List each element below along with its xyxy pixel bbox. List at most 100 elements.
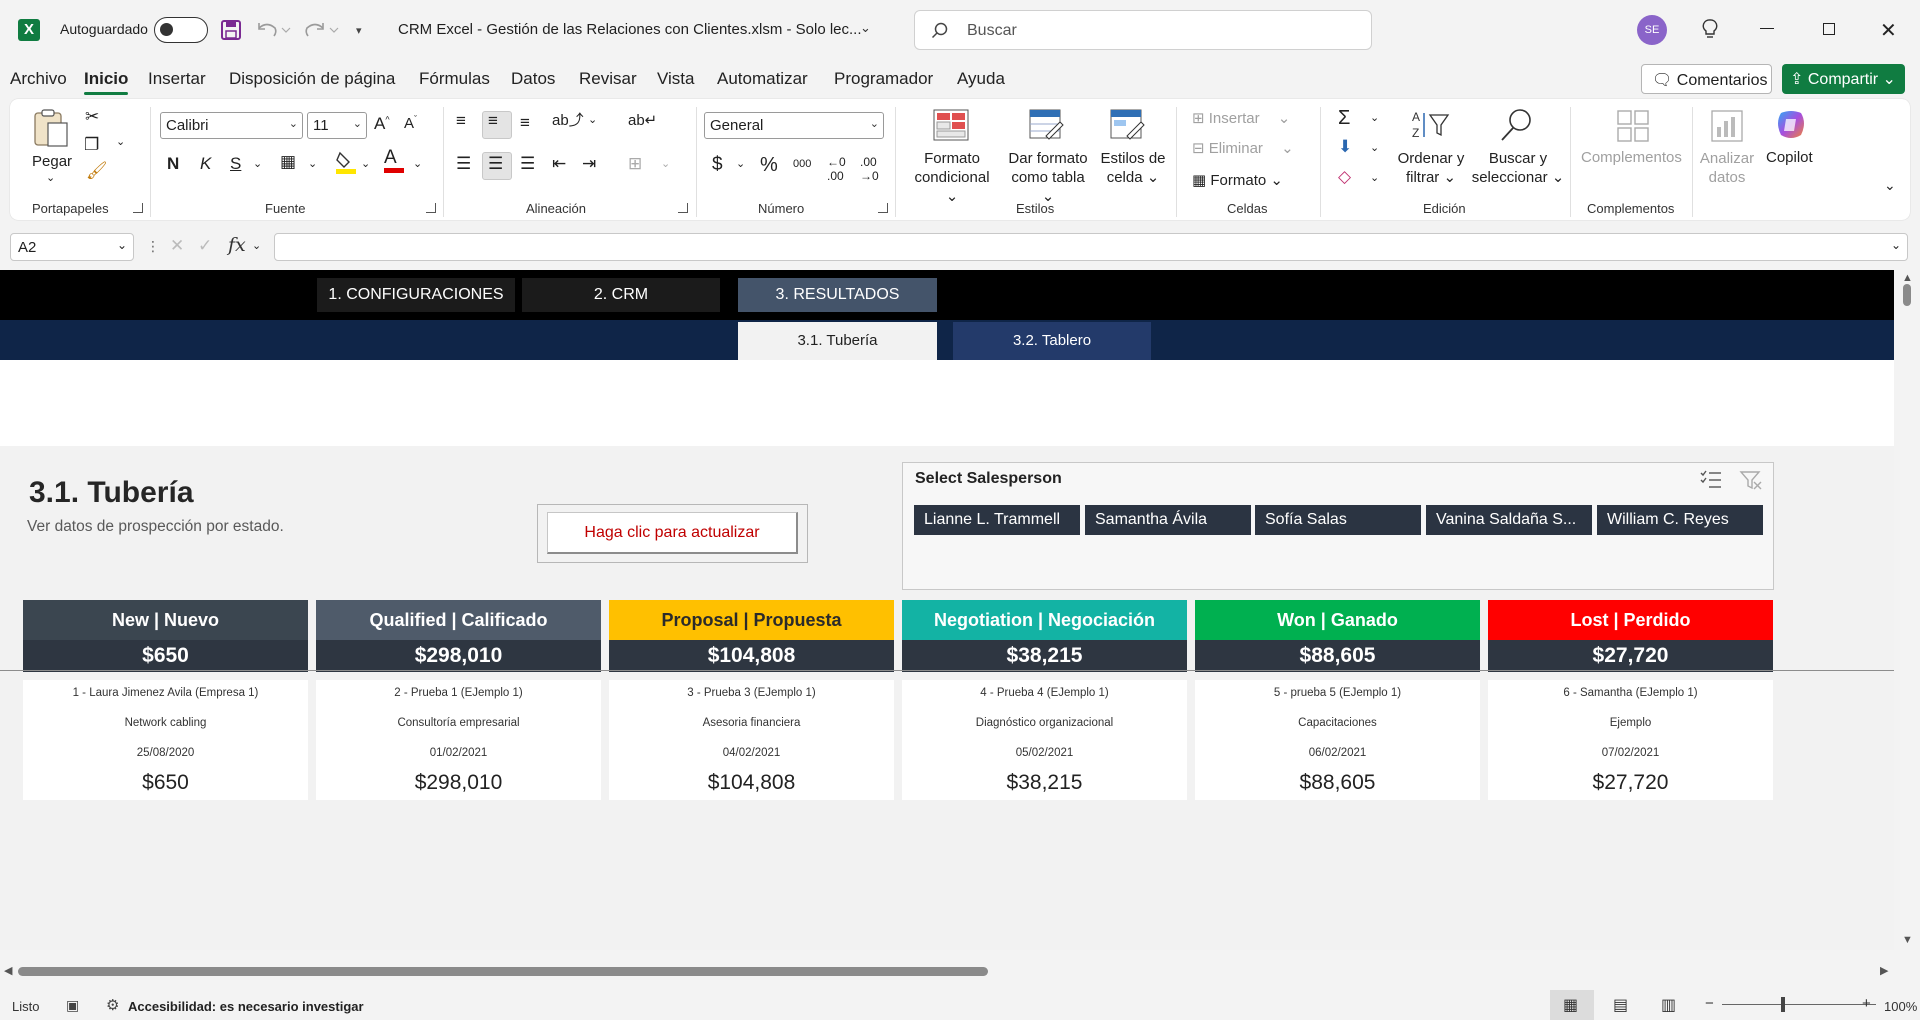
conditional-format-button[interactable]: Formato condicional ⌄ [914,150,990,205]
nav-tab-configuraciones[interactable]: 1. CONFIGURACIONES [317,278,515,312]
lightbulb-icon[interactable] [1700,18,1720,40]
scroll-left-icon[interactable]: ◀ [4,965,13,977]
find-select-icon[interactable] [1498,107,1536,143]
minimize-icon[interactable] [1760,28,1774,29]
nav-tab-crm[interactable]: 2. CRM [522,278,720,312]
chevron-down-icon[interactable]: ⌄ [46,172,56,184]
tab-archivo[interactable]: Archivo [10,69,67,88]
macro-record-icon[interactable]: ▣ [66,997,80,1013]
thousands-icon[interactable]: 000 [793,158,812,170]
slicer-item[interactable]: William C. Reyes [1597,505,1763,535]
currency-icon[interactable]: $ [712,154,723,175]
autosum-icon[interactable]: Σ [1338,107,1351,129]
accessibility-status[interactable]: Accesibilidad: es necesario investigar [128,999,364,1014]
confirm-entry-icon[interactable]: ✓ [198,236,213,255]
redo-icon[interactable] [303,19,339,41]
analyze-data-button[interactable]: Analizar datos [1698,149,1756,187]
horizontal-scrollbar[interactable]: ◀ ▶ [0,960,1894,982]
merge-center-icon[interactable]: ⊞ [628,154,643,173]
tab-insertar[interactable]: Insertar [148,69,206,88]
tab-vista[interactable]: Vista [657,69,695,88]
underline-button[interactable]: S [230,154,242,173]
align-center-icon[interactable]: ☰ [488,154,504,173]
insert-function-button[interactable]: fx [228,234,246,256]
bold-button[interactable]: N [167,154,180,173]
avatar[interactable]: SE [1637,15,1667,45]
formula-bar-grip-icon[interactable]: ⋮ [146,238,160,254]
undo-icon[interactable] [255,19,291,41]
decrease-decimal-icon[interactable]: .00 →0 [860,155,879,183]
format-cells-button[interactable]: ▦ Formato ⌄ [1192,172,1283,189]
font-launcher-icon[interactable] [426,203,436,213]
chevron-down-icon[interactable]: ⌄ [1370,172,1380,184]
clear-icon[interactable]: ◇ [1338,167,1352,186]
close-icon[interactable]: ✕ [1880,20,1897,42]
paste-label[interactable]: Pegar [32,153,73,170]
tab-revisar[interactable]: Revisar [579,69,637,88]
cancel-entry-icon[interactable]: ✕ [170,236,185,255]
comments-button[interactable]: 🗨 Comentarios [1641,64,1772,94]
format-as-table-icon[interactable] [1029,109,1065,141]
share-button[interactable]: ⇪ Compartir ⌄ [1782,64,1905,94]
tab-ayuda[interactable]: Ayuda [957,69,1005,88]
restore-icon[interactable] [1823,23,1835,35]
decrease-indent-icon[interactable]: ⇤ [552,154,567,173]
page-layout-icon[interactable]: ▤ [1613,997,1629,1014]
chevron-down-icon[interactable]: ⌄ [116,136,126,148]
formula-input[interactable]: ⌄ [274,233,1908,261]
orientation-icon[interactable]: ab⤴ [552,112,584,129]
scroll-up-icon[interactable]: ▲ [1902,272,1913,284]
deal-card-proposal[interactable]: 3 - Prueba 3 (EJemplo 1) Asesoria financ… [609,680,894,800]
fill-icon[interactable]: ⬇ [1338,137,1353,156]
addins-icon[interactable] [1616,109,1650,143]
slicer-item[interactable]: Sofía Salas [1255,505,1421,535]
clear-filter-icon[interactable] [1739,469,1763,491]
sub-tab-tablero[interactable]: 3.2. Tablero [953,322,1151,360]
slicer-item[interactable]: Lianne L. Trammell [914,505,1080,535]
zoom-slider-thumb[interactable] [1781,997,1785,1012]
format-painter-icon[interactable]: 🖌 [86,161,108,180]
analyze-data-icon[interactable] [1710,109,1744,143]
tab-inicio[interactable]: Inicio [84,69,129,95]
search-box[interactable]: Buscar [914,10,1372,50]
normal-view-icon[interactable]: ▦ [1563,997,1579,1014]
copilot-icon[interactable] [1773,107,1809,143]
chevron-down-icon[interactable]: ⌄ [860,20,871,35]
deal-card-new[interactable]: 1 - Laura Jimenez Avila (Empresa 1) Netw… [23,680,308,800]
increase-indent-icon[interactable]: ⇥ [582,154,597,173]
save-icon[interactable] [220,19,242,41]
chevron-down-icon[interactable]: ⌄ [252,240,262,252]
decrease-font-icon[interactable]: Aˇ [404,114,418,132]
chevron-down-icon[interactable]: ⌄ [308,158,318,170]
cell-styles-icon[interactable] [1110,109,1146,141]
chevron-down-icon[interactable]: ⌄ [253,158,263,170]
tab-formulas[interactable]: Fórmulas [419,69,490,88]
clipboard-launcher-icon[interactable] [133,203,143,213]
refresh-button[interactable]: Haga clic para actualizar [547,512,798,554]
deal-card-qualified[interactable]: 2 - Prueba 1 (EJemplo 1) Consultoría emp… [316,680,601,800]
paste-icon[interactable] [32,107,70,149]
slicer-item[interactable]: Vanina Saldaña S... [1426,505,1592,535]
number-launcher-icon[interactable] [878,203,888,213]
chevron-down-icon[interactable]: ⌄ [736,158,746,170]
horizontal-scroll-thumb[interactable] [18,967,988,976]
copy-icon[interactable]: ❐ [84,135,100,154]
tab-automatizar[interactable]: Automatizar [717,69,808,88]
align-middle-icon[interactable]: ≡ [488,111,498,130]
vertical-scroll-thumb[interactable] [1903,284,1911,306]
sub-tab-tuberia[interactable]: 3.1. Tubería [738,322,937,360]
align-middle-selected[interactable] [482,111,512,139]
wrap-text-icon[interactable]: ab↵ [628,112,658,129]
zoom-level[interactable]: 100% [1884,999,1918,1014]
align-bottom-icon[interactable]: ≡ [520,113,530,132]
font-color-icon[interactable]: A [384,147,404,173]
customize-qat-icon[interactable]: ▾ [356,25,362,37]
align-top-icon[interactable]: ≡ [456,111,466,130]
collapse-ribbon-icon[interactable]: ⌄ [1884,177,1896,193]
increase-decimal-icon[interactable]: ←0.00 [827,155,846,183]
cut-icon[interactable]: ✂ [85,107,100,126]
tab-disposicion-de-pagina[interactable]: Disposición de página [229,69,396,88]
tab-datos[interactable]: Datos [511,69,556,88]
font-name-combo[interactable]: Calibri ⌄ [160,112,303,139]
